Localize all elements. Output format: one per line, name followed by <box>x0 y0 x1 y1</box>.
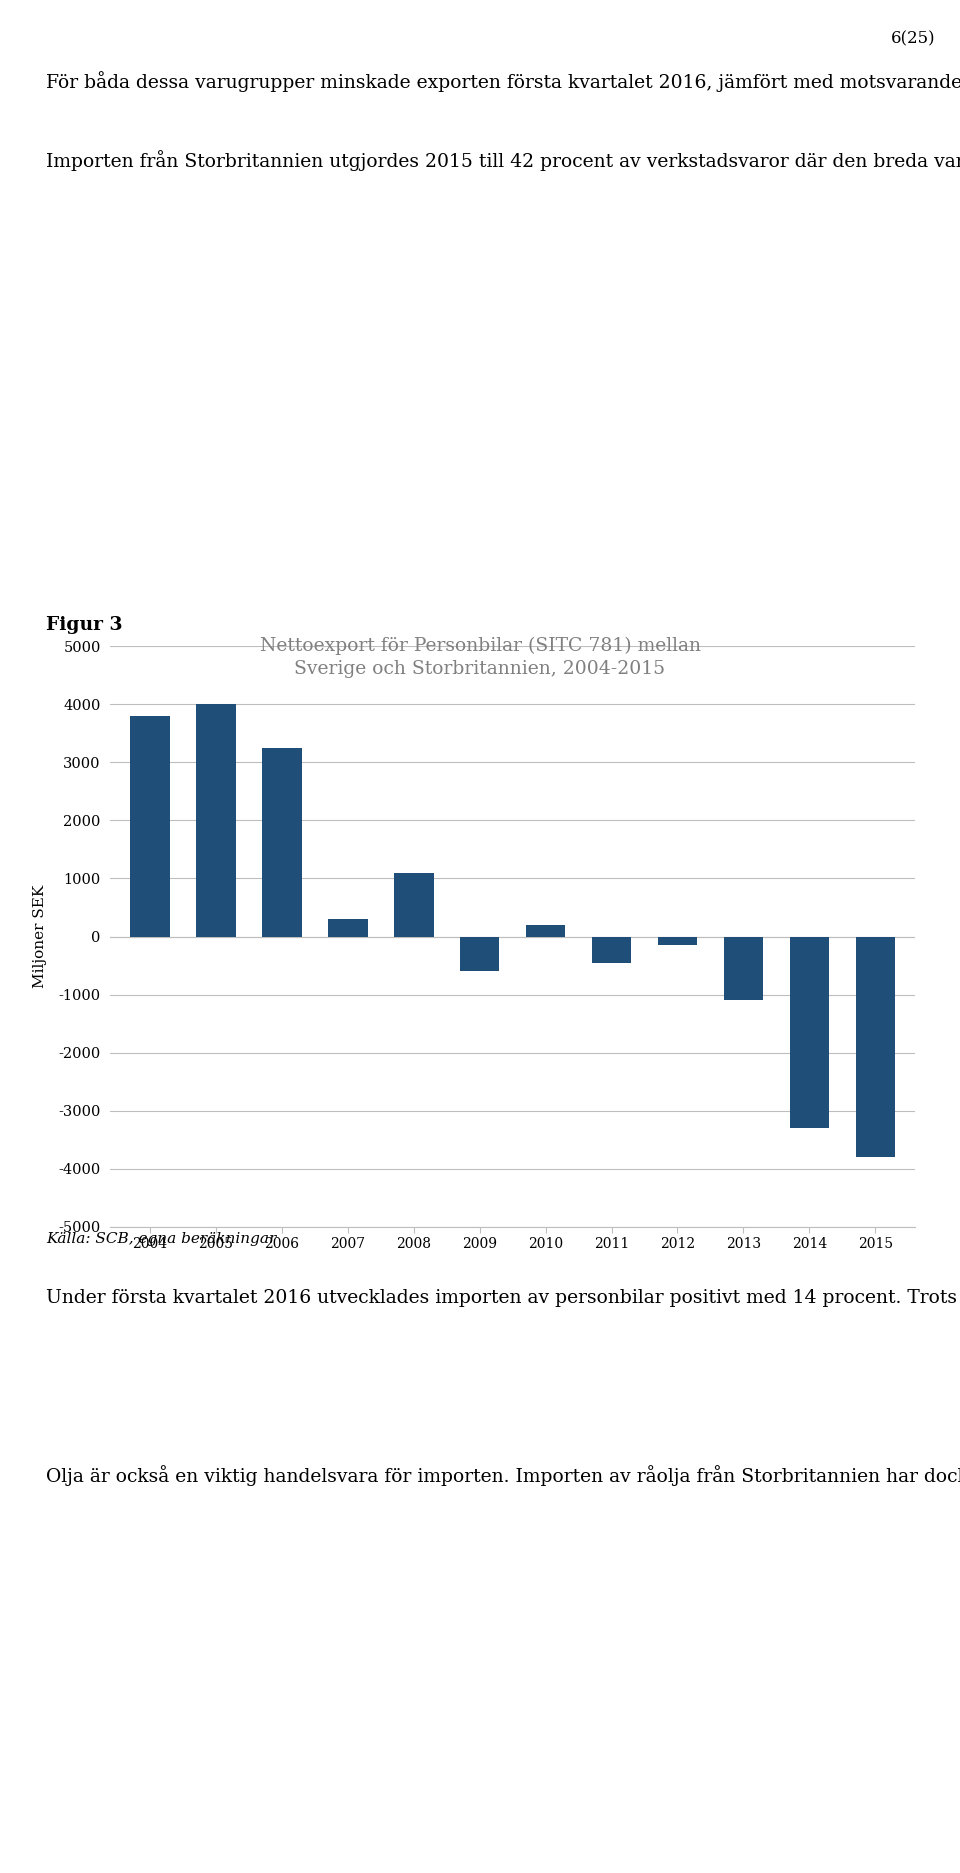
Text: Nettoexport för Personbilar (SITC 781) mellan
Sverige och Storbritannien, 2004-2: Nettoexport för Personbilar (SITC 781) m… <box>259 637 701 678</box>
Text: För båda dessa varugrupper minskade exporten första kvartalet 2016, jämfört med : För båda dessa varugrupper minskade expo… <box>46 71 960 92</box>
Bar <box>789 936 829 1128</box>
Bar <box>724 936 763 1000</box>
Bar <box>131 715 170 936</box>
Bar <box>394 873 434 936</box>
Bar <box>328 920 368 936</box>
Y-axis label: Miljoner SEK: Miljoner SEK <box>34 884 47 989</box>
Bar <box>262 747 301 936</box>
Text: Importen från Storbritannien utgjordes 2015 till 42 procent av verkstadsvaror dä: Importen från Storbritannien utgjordes 2… <box>46 150 960 170</box>
Text: Olja är också en viktig handelsvara för importen. Importen av råolja från Storbr: Olja är också en viktig handelsvara för … <box>46 1465 960 1485</box>
Bar <box>658 936 697 946</box>
Bar <box>855 936 895 1158</box>
Bar <box>196 704 236 936</box>
Bar <box>591 936 632 963</box>
Bar <box>526 925 565 936</box>
Text: 6(25): 6(25) <box>892 30 936 47</box>
Bar <box>460 936 499 972</box>
Text: Figur 3: Figur 3 <box>46 616 123 635</box>
Text: Källa: SCB, egna beräkningar: Källa: SCB, egna beräkningar <box>46 1232 276 1246</box>
Text: Under första kvartalet 2016 utvecklades importen av personbilar positivt med 14 : Under första kvartalet 2016 utvecklades … <box>46 1289 960 1307</box>
